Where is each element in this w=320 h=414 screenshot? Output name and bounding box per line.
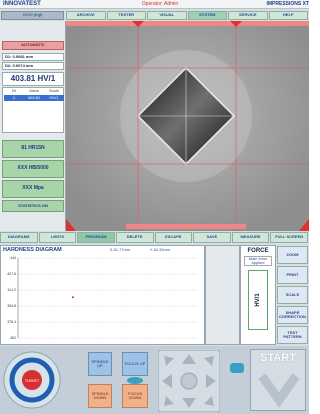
conversion: XXX HB/5000 (2, 160, 64, 178)
check-mark (262, 376, 296, 400)
y-tick-label: 444 (10, 256, 16, 260)
side-button[interactable]: TEST PATTERN (277, 326, 308, 344)
d1-value: D1: 0.0081 mm (2, 53, 64, 61)
table-cell: HV/1 (44, 95, 64, 101)
start-button[interactable]: START (252, 351, 304, 365)
toolbar-button[interactable]: DELETE (116, 232, 154, 243)
force-title: FORCE (242, 247, 274, 255)
toolbar-button[interactable]: DIAGRAMS (0, 232, 38, 243)
focus-knob (127, 377, 143, 384)
side-button[interactable]: PRINT (277, 266, 308, 284)
info-column (205, 245, 240, 345)
menu-item[interactable]: TESTER (107, 11, 147, 20)
menu-item[interactable]: VISUAL (147, 11, 187, 20)
toolbar-button[interactable]: ESCAPE (155, 232, 193, 243)
y-tick-label: 394.8 (7, 304, 16, 308)
menu-item[interactable]: SERVICE (228, 11, 268, 20)
side-button[interactable]: ZOOM (277, 246, 308, 264)
table-header: Nr (4, 88, 24, 94)
table-cell: 403.81 (24, 95, 44, 101)
operator: Operator: Admin (120, 1, 200, 8)
aux-button[interactable] (230, 363, 244, 373)
focus-up[interactable]: FOCUS UP (122, 352, 148, 376)
data-point (72, 296, 74, 298)
y-tick-label: 411.2 (8, 288, 17, 292)
diagram-title: HARDNESS DIAGRAM (3, 246, 83, 254)
y-tick-label: 362 (10, 336, 16, 340)
menu-item[interactable]: ARCHIVE (66, 11, 106, 20)
menu-item[interactable]: HELP (269, 11, 309, 20)
turret-control[interactable]: TURRET (2, 348, 62, 412)
product: IMPRESSIONS XT (240, 1, 309, 8)
hardness-chart: 444 427.6 411.2 394.8 378.4 362 (0, 254, 205, 344)
screen: INNOVATEST Operator: Admin IMPRESSIONS X… (0, 0, 309, 414)
mode-button[interactable]: AUTOMATIC (2, 41, 64, 50)
toolbar-button[interactable]: LIMITS (39, 232, 77, 243)
hardness-value: 403.81 HV/1 (2, 72, 64, 86)
logo: INNOVATEST (3, 1, 63, 8)
conversion: 81 HR15N (2, 140, 64, 158)
spindle-down[interactable]: SPINDLE DOWN (88, 384, 112, 408)
spindle-up[interactable]: SPINDLE UP (88, 352, 112, 376)
toolbar-button[interactable]: PROGRAM (77, 232, 115, 243)
turret-label: TURRET (25, 379, 40, 383)
bottom-strip (126, 224, 246, 229)
statistics-button[interactable]: STATISTICS ON (2, 200, 64, 212)
y-tick-label: 378.4 (7, 320, 16, 324)
y-tick-label: 427.6 (7, 272, 16, 276)
pad-center (181, 373, 197, 389)
toolbar-button[interactable]: MEASURE (232, 232, 270, 243)
d2-value: D2: 0.0074 mm (2, 62, 64, 70)
method-select[interactable]: HV10 (Kgf) (1, 11, 64, 20)
stage-pad[interactable] (158, 350, 220, 412)
focus-down[interactable]: FOCUS DOWN (122, 384, 148, 408)
start-check (258, 368, 300, 408)
force-status: Main force applied (244, 256, 272, 266)
camera-view (66, 21, 309, 231)
force-scale: HV/1 (253, 280, 263, 320)
side-button[interactable]: SCALE (277, 286, 308, 304)
toolbar-button[interactable]: FULL SCREEN (270, 232, 308, 243)
x-position: X 81.77mm (100, 246, 140, 254)
conversion: XXX Mpa (2, 180, 64, 198)
table-cell: 1 (4, 95, 24, 101)
y-position: Y 84.33mm (140, 246, 180, 254)
table-header: Value (24, 88, 44, 94)
top-strip (66, 21, 309, 26)
toolbar-button[interactable]: SAVE (193, 232, 231, 243)
menu-item[interactable]: SYSTEM (188, 11, 228, 20)
table-header: Scale (44, 88, 64, 94)
side-button[interactable]: SHAPE CORRECTION (277, 306, 308, 324)
